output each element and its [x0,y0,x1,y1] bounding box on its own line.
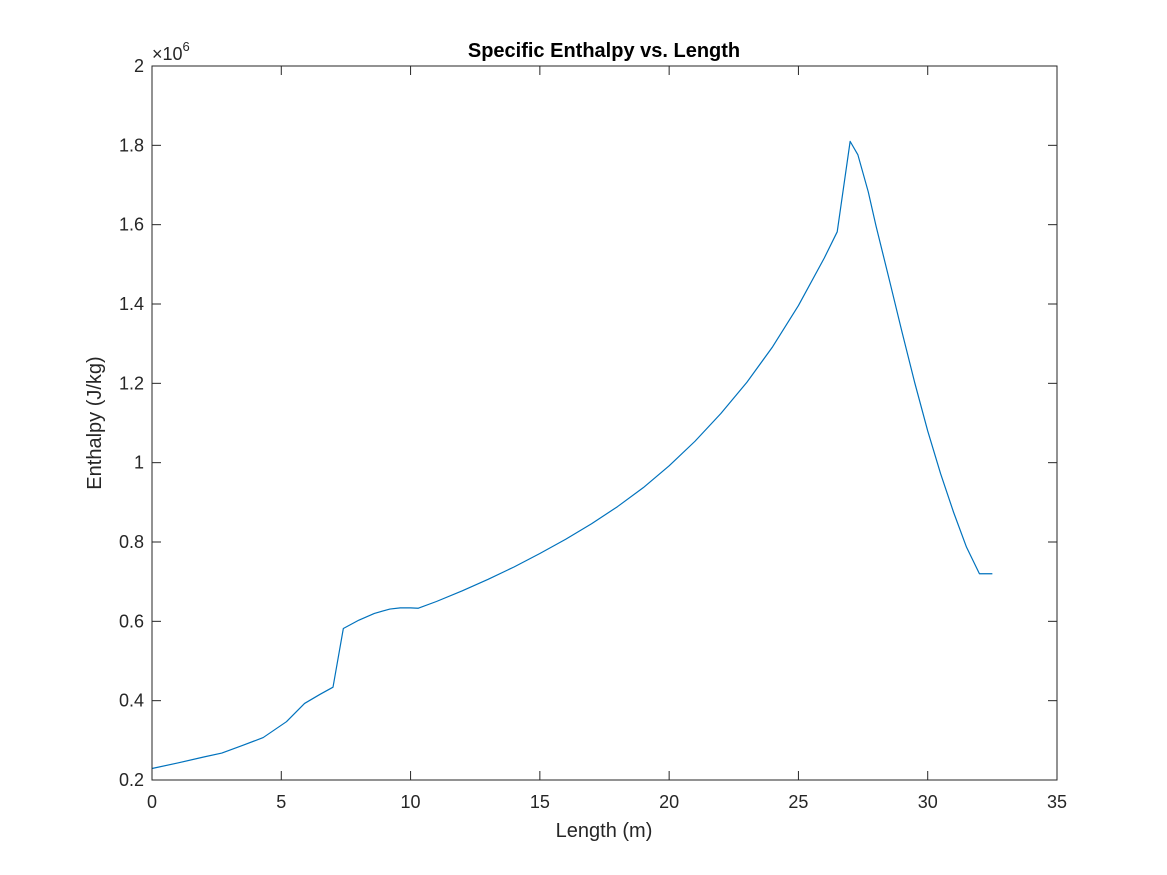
plot-frame [151,65,1058,781]
y-tick-label: 1.6 [119,215,144,235]
y-axis-exponent-base: ×10 [152,44,183,64]
y-axis-exponent: ×106 [152,39,190,64]
y-tick-label: 0.8 [119,532,144,552]
y-axis-label: Enthalpy (J/kg) [84,356,106,489]
y-tick-label: 1.2 [119,373,144,393]
x-axis-label: Length (m) [556,820,653,842]
x-tick-label: 5 [276,792,286,812]
y-tick-label: 0.6 [119,611,144,631]
x-tick-label: 15 [530,792,550,812]
x-tick-label: 20 [659,792,679,812]
y-tick-label: 1.8 [119,135,144,155]
data-layer [151,140,993,770]
chart-title: Specific Enthalpy vs. Length [468,40,740,62]
y-tick-label: 1.4 [119,294,144,314]
y-tick-label: 2 [134,56,144,76]
x-axis: 0 5 10 15 20 25 30 35 [147,66,1067,812]
x-tick-label: 10 [401,792,421,812]
x-tick-label: 30 [918,792,938,812]
y-tick-label: 1 [134,453,144,473]
plot-background [152,66,1057,780]
series-line [151,140,993,770]
y-axis-exponent-power: 6 [183,39,190,54]
x-tick-label: 25 [788,792,808,812]
x-tick-label: 0 [147,792,157,812]
y-tick-label: 0.4 [119,691,144,711]
x-tick-label: 35 [1047,792,1067,812]
y-tick-label: 0.2 [119,770,144,790]
y-axis: 0.2 0.4 0.6 0.8 1 1.2 1.4 1.6 1.8 2 [119,56,1057,790]
